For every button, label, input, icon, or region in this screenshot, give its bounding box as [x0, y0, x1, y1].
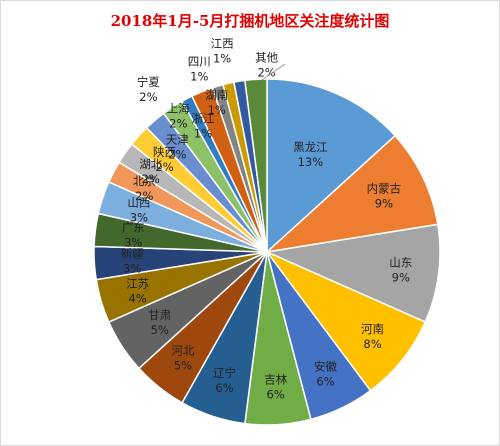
slice-name-label: 四川: [188, 54, 211, 68]
leader-line: [261, 63, 286, 81]
slice-name-label: 宁夏: [137, 75, 160, 89]
slice-percent-label: 9%: [375, 197, 393, 211]
slice-name-label: 内蒙古: [367, 182, 402, 196]
slice-percent-label: 6%: [316, 375, 334, 389]
slice-percent-label: 3%: [124, 236, 142, 250]
slice-name-label: 新疆: [121, 247, 144, 261]
slice-percent-label: 2%: [168, 148, 186, 162]
slice-name-label: 山西: [127, 196, 150, 210]
slice-percent-label: 2%: [139, 90, 157, 104]
slice-percent-label: 5%: [151, 323, 169, 337]
slice-name-label: 陕西: [153, 145, 176, 159]
slice-name-label: 天津: [166, 133, 189, 147]
slice-name-label: 江西: [211, 37, 234, 51]
slice-percent-label: 6%: [215, 381, 233, 395]
slice-percent-label: 2%: [155, 160, 173, 174]
slice-name-label: 黑龙江: [293, 140, 328, 154]
slice-percent-label: 2%: [257, 66, 275, 80]
slice-percent-label: 3%: [130, 211, 148, 225]
slice-percent-label: 3%: [123, 262, 141, 276]
slice-percent-label: 2%: [169, 117, 187, 131]
pie-slice-2: [264, 134, 439, 254]
slice-percent-label: 9%: [392, 270, 410, 284]
slice-percent-label: 1%: [190, 69, 208, 83]
slice-percent-label: 2%: [142, 172, 160, 186]
slice-name-label: 上海: [167, 102, 190, 116]
slice-percent-label: 1%: [194, 126, 212, 140]
slice-name-label: 山东: [389, 255, 412, 269]
slice-name-label: 安徽: [314, 360, 337, 374]
slice-percent-label: 6%: [266, 388, 284, 402]
slice-name-label: 江苏: [126, 276, 149, 290]
pie-slice-3: [264, 223, 441, 324]
pie-slice-1: [266, 78, 397, 254]
slice-percent-label: 1%: [208, 103, 226, 117]
slice-percent-label: 8%: [363, 337, 381, 351]
slice-name-label: 甘肃: [148, 308, 171, 322]
slice-percent-label: 13%: [298, 155, 324, 169]
slice-name-label: 湖北: [139, 157, 162, 171]
slice-name-label: 湖南: [205, 88, 228, 102]
slice-name-label: 辽宁: [213, 366, 236, 380]
slice-name-label: 河南: [361, 322, 384, 336]
slice-percent-label: 4%: [128, 291, 146, 305]
slice-name-label: 吉林: [264, 373, 287, 387]
pie-slice-24: [244, 78, 268, 253]
slice-percent-label: 5%: [174, 359, 192, 373]
slice-name-label: 其他: [255, 51, 278, 65]
chart-title: 2018年1月-5月打捆机地区关注度统计图: [110, 12, 390, 30]
slice-percent-label: 2%: [135, 189, 153, 203]
slice-percent-label: 1%: [213, 52, 231, 66]
slice-name-label: 北京: [133, 174, 156, 188]
slice-name-label: 广东: [122, 221, 145, 235]
pie-slice-4: [264, 250, 427, 392]
slice-name-label: 浙江: [192, 111, 215, 125]
slice-name-label: 河北: [171, 344, 194, 358]
